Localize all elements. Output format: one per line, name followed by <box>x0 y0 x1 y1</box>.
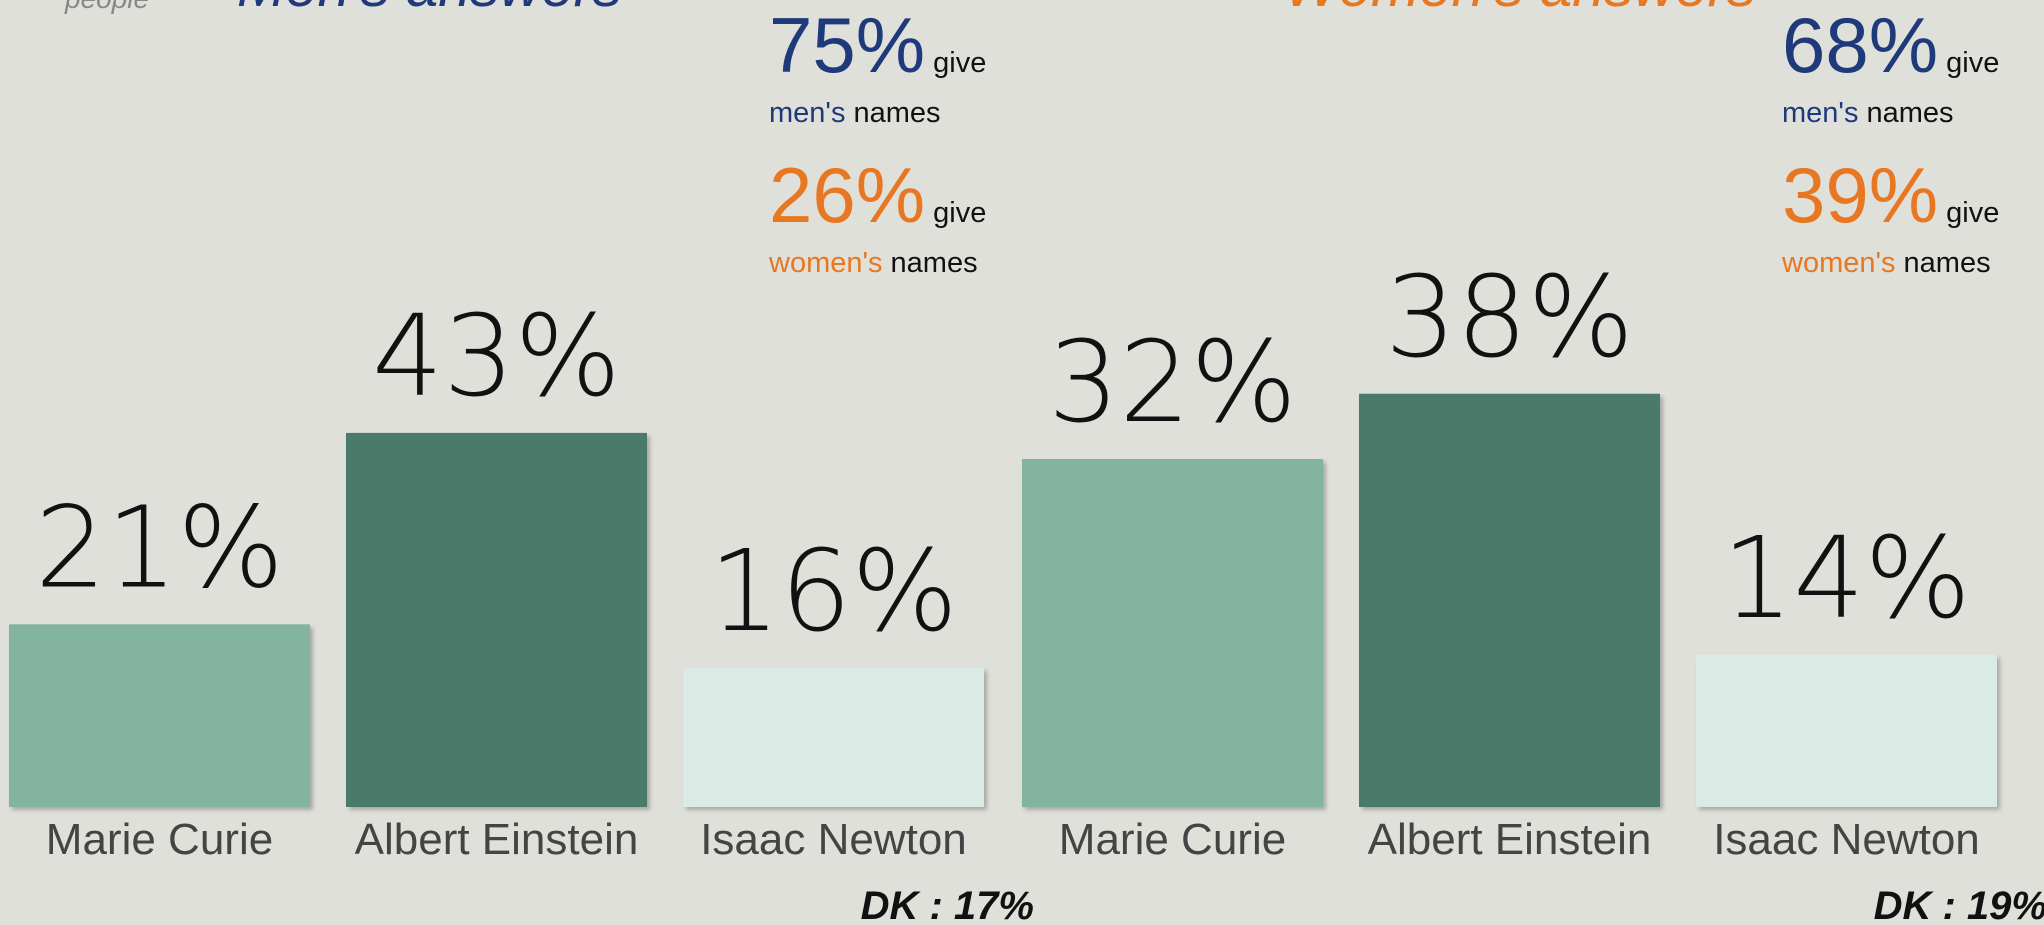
value-label: 16% <box>709 527 958 657</box>
annotation-group: men's <box>1782 97 1858 129</box>
annotation-text: give <box>1946 47 1999 79</box>
bar <box>683 667 984 807</box>
bar <box>1696 654 1997 807</box>
note: DK : 17% <box>861 884 1034 925</box>
annotation-text: give <box>933 47 986 79</box>
bar <box>1359 393 1660 807</box>
annotation-suffix: names <box>853 97 940 129</box>
value-label: 43% <box>372 292 621 422</box>
chart-title: Women's answers <box>1284 0 1756 19</box>
caption: people <box>64 0 149 14</box>
value-label: 32% <box>1048 318 1297 448</box>
annotation-group: men's <box>769 97 845 129</box>
bar <box>346 432 647 807</box>
category-label: Albert Einstein <box>1368 815 1652 864</box>
category-label: Isaac Newton <box>1713 815 1980 864</box>
note: DK : 19% <box>1874 884 2044 925</box>
annotation-suffix: names <box>891 247 978 279</box>
annotation-line: 39% give <box>1782 151 1999 239</box>
annotation-value: 68% <box>1782 1 1938 89</box>
category-label: Albert Einstein <box>355 815 639 864</box>
value-label: 14% <box>1722 514 1971 644</box>
annotation-line: women's names <box>768 247 978 279</box>
annotation-suffix: names <box>1904 247 1991 279</box>
annotation-suffix: names <box>1866 97 1953 129</box>
annotation-group: women's <box>1781 247 1896 279</box>
annotation-group: women's <box>768 247 883 279</box>
annotation-line: men's names <box>1782 97 1954 129</box>
annotation-line: 75% give <box>769 1 986 89</box>
category-label: Marie Curie <box>1059 815 1286 864</box>
annotation-line: 68% give <box>1782 1 1999 89</box>
category-label: Isaac Newton <box>700 815 967 864</box>
category-label: Marie Curie <box>46 815 273 864</box>
annotation-line: 26% give <box>769 151 986 239</box>
value-label: 21% <box>35 483 284 613</box>
annotation-text: give <box>1946 197 1999 229</box>
annotation-value: 39% <box>1782 151 1938 239</box>
annotation-value: 26% <box>769 151 925 239</box>
value-label: 38% <box>1385 253 1634 383</box>
annotation-value: 75% <box>769 1 925 89</box>
bar <box>1022 459 1323 807</box>
bar <box>9 624 310 807</box>
annotation-line: women's names <box>1781 247 1991 279</box>
annotation-text: give <box>933 197 986 229</box>
annotation-line: men's names <box>769 97 941 129</box>
chart-title: Men's answers <box>237 0 622 19</box>
